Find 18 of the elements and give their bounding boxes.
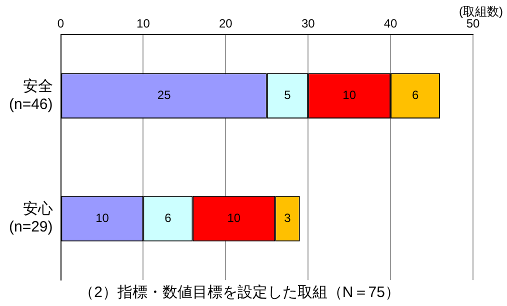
x-tick-label: 20: [218, 16, 233, 31]
y-tick-label: 安全 (n=46): [8, 78, 53, 113]
data-label: 5: [284, 88, 292, 102]
x-tick-label: 0: [57, 16, 64, 31]
x-tick-label: 10: [136, 16, 150, 31]
data-label: 3: [284, 210, 292, 225]
data-label: 6: [412, 88, 419, 102]
data-label: 25: [157, 88, 172, 102]
y-tick-label: 安心 (n=29): [8, 200, 53, 236]
x-axis-title: (取組数): [459, 4, 503, 18]
text: （2）指標・数値目標を設定した取組（N＝75）: [79, 284, 400, 302]
x-tick-label: 40: [384, 16, 398, 31]
data-label: 6: [164, 210, 172, 225]
x-tick-label: 50: [466, 16, 480, 31]
data-label: 10: [342, 88, 356, 102]
data-label: 10: [227, 210, 241, 225]
data-label: 10: [96, 210, 110, 225]
x-tick-label: 30: [301, 16, 316, 31]
